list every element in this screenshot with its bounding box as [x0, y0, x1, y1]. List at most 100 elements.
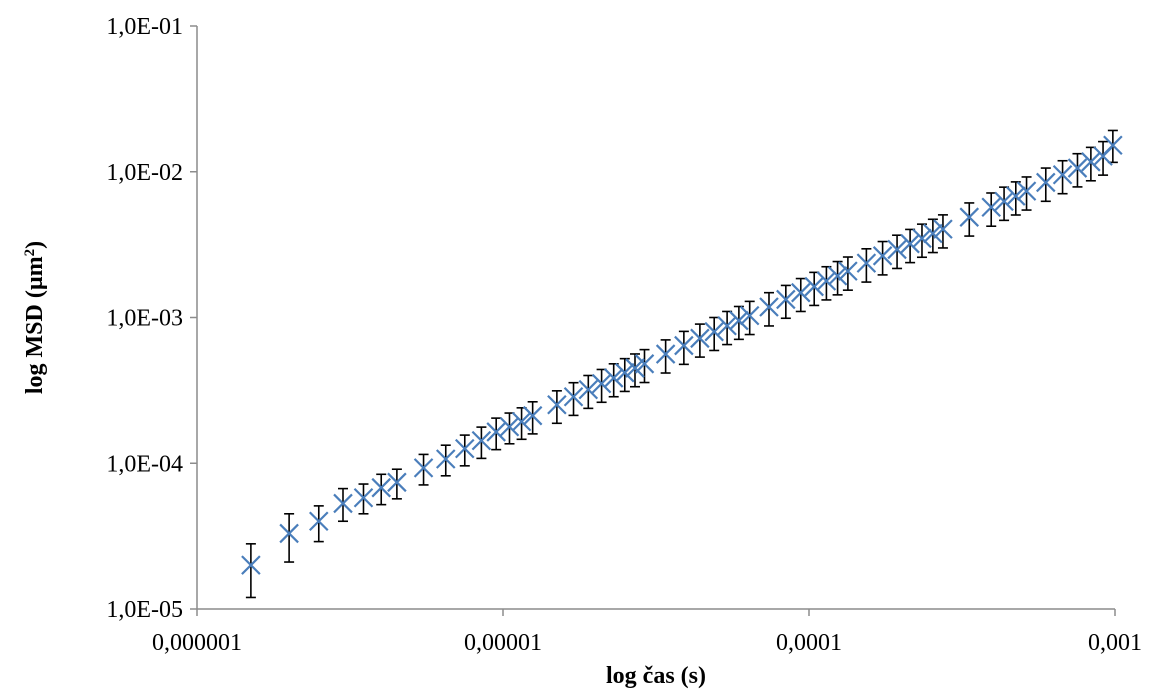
data-point	[994, 191, 1014, 212]
error-bar	[780, 284, 791, 320]
y-ticks: 1,0E-05 1,0E-04 1,0E-03 1,0E-02 1,0E-01	[106, 14, 197, 623]
error-bar	[1072, 152, 1083, 188]
data-point	[900, 233, 920, 254]
error-bar	[678, 330, 689, 366]
x-tick-label: 0,00001	[464, 630, 542, 656]
y-tick-label: 1,0E-02	[106, 160, 183, 186]
error-bar	[1010, 181, 1021, 216]
y-axis-title-tail: )	[22, 241, 48, 249]
data-point	[1103, 135, 1123, 156]
error-bar	[795, 277, 806, 313]
error-bar	[964, 202, 975, 237]
data-point	[522, 405, 543, 426]
data-point	[959, 207, 980, 227]
error-bar	[504, 412, 515, 445]
error-bar	[418, 453, 429, 486]
data-point	[933, 219, 953, 239]
data-point	[856, 253, 877, 273]
data-point	[241, 555, 261, 575]
error-bar	[245, 543, 256, 599]
error-bar	[583, 374, 594, 410]
error-bar	[1021, 176, 1032, 211]
error-bar	[842, 256, 853, 291]
error-bar	[744, 300, 755, 336]
data-point	[547, 394, 567, 415]
error-bar	[937, 214, 948, 249]
axes	[196, 26, 1115, 610]
data-point	[887, 239, 907, 260]
error-bar	[459, 434, 470, 467]
error-bar	[1098, 140, 1109, 176]
data-point	[511, 411, 532, 432]
error-bar	[763, 291, 774, 327]
error-bar	[313, 505, 324, 543]
data-point	[759, 297, 779, 317]
error-bar	[892, 234, 903, 270]
data-point	[454, 438, 475, 459]
data-point	[690, 328, 710, 349]
data-point	[308, 511, 329, 532]
error-bar	[476, 426, 487, 460]
error-bar	[927, 218, 938, 254]
data-point	[471, 430, 492, 451]
data-point	[634, 354, 655, 374]
error-bar	[376, 473, 387, 506]
data-point	[563, 386, 584, 407]
data-point	[1006, 186, 1026, 206]
data-point	[981, 197, 1001, 217]
data-point	[499, 416, 520, 437]
error-bar	[284, 512, 295, 563]
data-point	[717, 315, 737, 336]
y-tick-label: 1,0E-03	[106, 306, 183, 332]
data-point	[776, 289, 796, 310]
data-point	[739, 305, 760, 326]
data-point	[838, 261, 858, 281]
y-tick-label: 1,0E-05	[106, 597, 183, 623]
error-bar	[491, 417, 502, 451]
data-point	[1052, 164, 1073, 185]
data-point	[816, 271, 837, 291]
data-point	[655, 344, 676, 364]
y-tick-label: 1,0E-01	[106, 14, 183, 40]
data-point	[614, 362, 635, 383]
data-point	[1016, 181, 1037, 201]
error-bar	[629, 353, 640, 388]
data-point	[790, 282, 811, 303]
error-bar	[733, 305, 744, 341]
data-point	[827, 266, 848, 286]
data-point	[1067, 158, 1088, 178]
error-bar	[660, 339, 671, 374]
data-point	[578, 379, 599, 400]
data-point	[625, 358, 645, 378]
data-point	[923, 223, 943, 244]
data-point	[279, 523, 299, 544]
y-axis-title-main: log MSD (µm	[22, 256, 48, 394]
x-ticks: 0,000001 0,00001 0,0001 0,001	[152, 609, 1142, 656]
error-bar	[694, 323, 705, 358]
data-point	[353, 487, 374, 508]
data-point	[387, 472, 407, 493]
x-axis-title: log čas (s)	[606, 663, 706, 689]
data-point	[603, 368, 624, 388]
error-bar	[1040, 167, 1051, 203]
data-point	[486, 422, 506, 442]
error-bar	[639, 348, 650, 384]
data-point	[912, 228, 932, 249]
error-bar	[832, 260, 843, 296]
x-tick-label: 0,001	[1088, 630, 1142, 656]
data-point	[1081, 152, 1101, 172]
data-point	[591, 373, 612, 394]
error-bar	[527, 401, 538, 435]
data-point	[1036, 172, 1056, 193]
y-axis-title-sup: 2	[22, 249, 38, 257]
error-bar	[877, 240, 888, 276]
data-point	[729, 310, 749, 331]
data-point	[371, 477, 392, 498]
data-point	[804, 276, 824, 297]
error-bar	[861, 248, 872, 283]
error-bars	[245, 129, 1118, 599]
error-bar	[551, 390, 562, 425]
data-markers	[241, 135, 1123, 575]
error-bar	[1057, 159, 1068, 195]
